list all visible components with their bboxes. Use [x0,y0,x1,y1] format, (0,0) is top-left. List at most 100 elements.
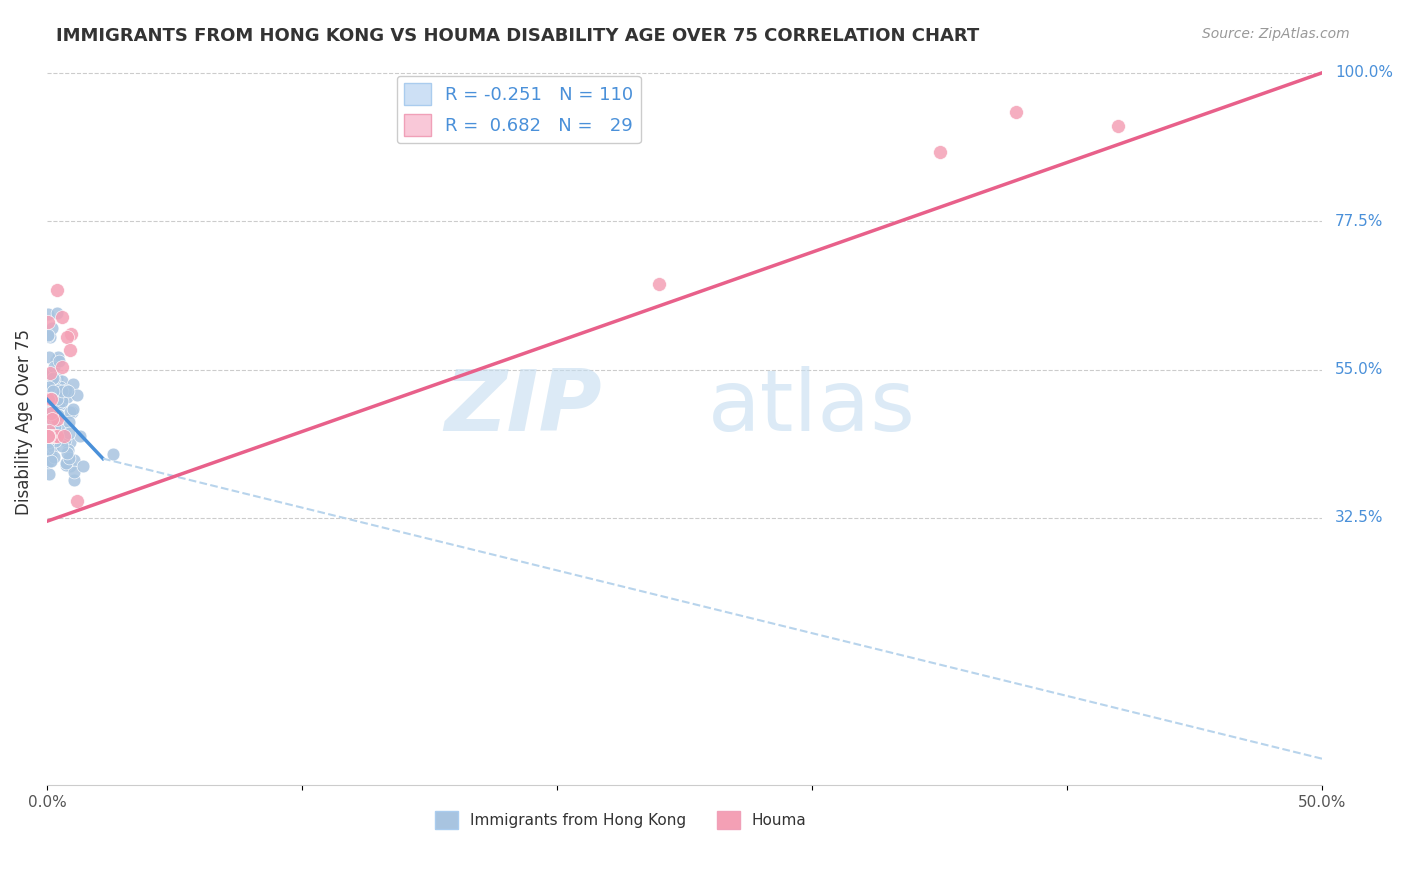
Point [41,401,63,416]
Point [39,366,62,380]
Point [44,428,66,442]
Point [49,397,72,411]
Point [37,397,59,411]
Point [55,383,77,397]
Point [39,428,62,442]
Point [37,442,59,456]
Point [45,416,67,430]
Point [37,388,59,402]
Point [648,277,671,291]
Point [51,375,73,389]
Point [44,421,66,435]
Point [53,423,76,437]
Point [62,401,84,416]
Point [37,392,59,407]
Point [53,433,76,447]
Point [44,428,66,442]
Point [55,458,77,472]
Point [37,392,59,407]
Point [1005,105,1028,120]
Point [38,350,60,364]
Point [37,454,59,468]
Point [51,394,73,409]
Point [41,384,63,398]
Point [38,427,60,442]
Point [59,343,82,357]
Point [42,427,65,442]
Point [38,394,60,409]
Point [38,450,60,464]
Point [37,421,59,435]
Point [58,425,80,440]
Point [44,392,66,407]
Point [59,458,82,473]
Point [39,392,62,406]
Point [62,473,84,487]
Point [41,381,63,395]
Point [42,450,65,464]
Point [37,382,59,396]
Point [37,375,59,389]
Point [37,428,59,442]
Point [42,371,65,385]
Point [46,428,69,442]
Legend: Immigrants from Hong Kong, Houma: Immigrants from Hong Kong, Houma [429,805,813,836]
Point [46,350,69,364]
Point [928,145,950,159]
Point [55,456,77,470]
Point [1107,119,1129,133]
Point [63,465,86,479]
Point [58,405,80,419]
Text: 55.0%: 55.0% [1334,362,1384,377]
Point [37,432,59,446]
Point [62,453,84,467]
Point [41,398,63,412]
Point [37,416,59,430]
Text: 100.0%: 100.0% [1334,65,1393,80]
Point [38,379,60,393]
Text: Source: ZipAtlas.com: Source: ZipAtlas.com [1202,27,1350,41]
Point [38,467,60,481]
Point [62,377,84,392]
Point [39,454,62,468]
Point [103,447,125,461]
Point [38,427,60,442]
Point [42,428,65,442]
Point [42,409,65,423]
Point [51,384,73,398]
Point [37,404,59,418]
Point [37,410,59,425]
Point [41,409,63,424]
Point [41,428,63,442]
Point [48,354,70,368]
Text: atlas: atlas [709,367,917,450]
Point [37,435,59,450]
Point [37,405,59,419]
Point [60,405,83,419]
Text: ZIP: ZIP [444,367,602,450]
Point [42,400,65,414]
Point [58,451,80,466]
Point [37,385,59,400]
Point [41,450,63,465]
Point [37,428,59,442]
Point [41,371,63,385]
Point [48,395,70,409]
Point [38,329,60,343]
Text: 32.5%: 32.5% [1334,510,1384,525]
Point [38,424,60,438]
Point [37,328,59,343]
Point [46,371,69,385]
Point [37,380,59,394]
Point [37,327,59,342]
Point [41,412,63,426]
Point [41,391,63,405]
Point [39,392,62,407]
Point [44,419,66,434]
Point [48,409,70,423]
Point [59,434,82,449]
Point [37,429,59,443]
Point [58,384,80,398]
Point [69,428,91,442]
Point [60,326,83,341]
